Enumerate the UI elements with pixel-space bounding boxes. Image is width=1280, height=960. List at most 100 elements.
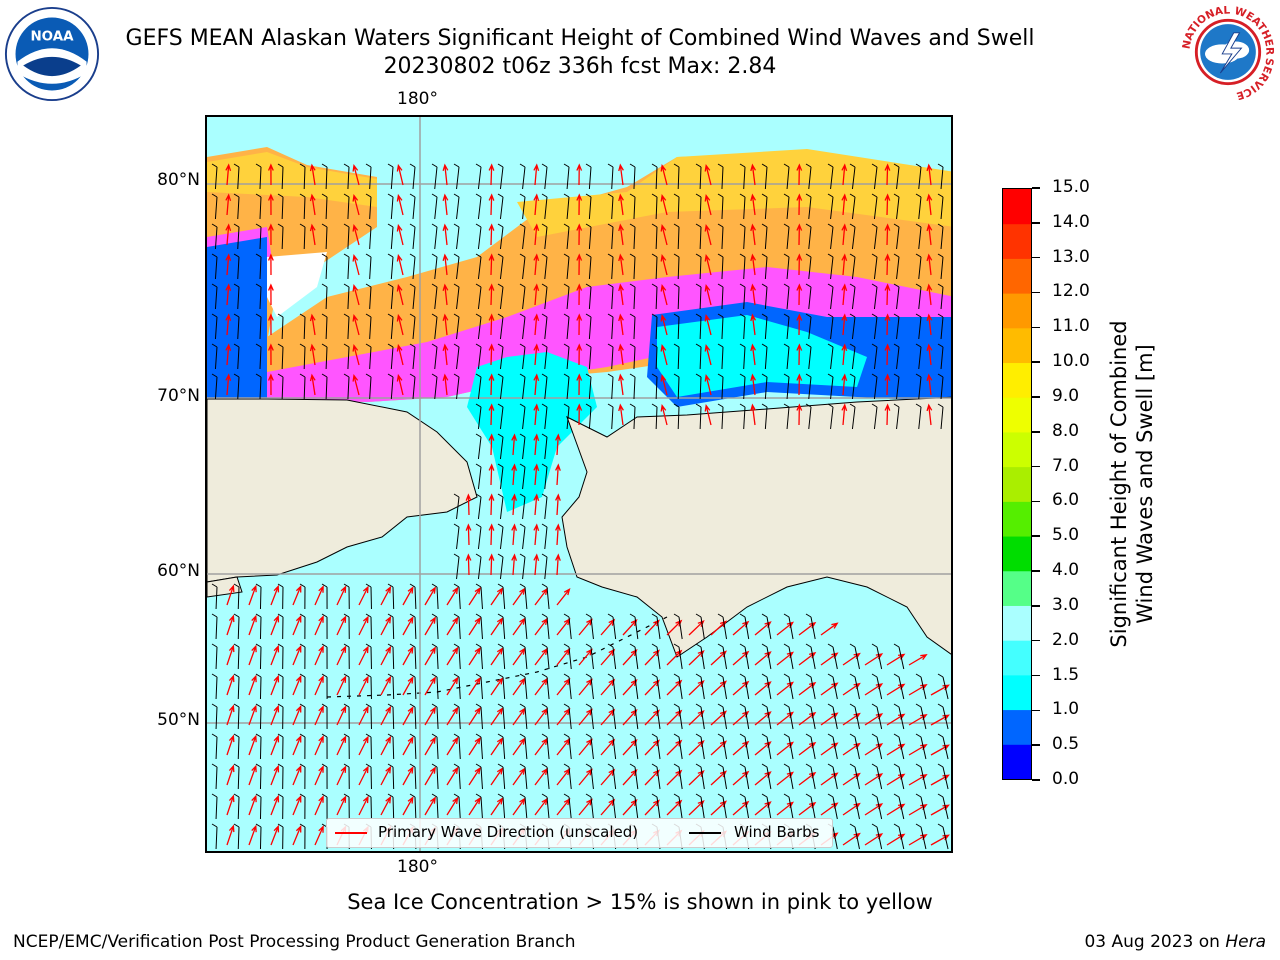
wind-barb	[453, 613, 461, 640]
wind-barb	[409, 733, 417, 760]
wind-barb	[519, 343, 526, 370]
wave-direction-arrow	[490, 707, 504, 726]
wave-direction-arrow	[402, 706, 414, 726]
colorbar-tick-mark	[1032, 396, 1040, 398]
wind-barb	[431, 193, 438, 220]
wave-direction-arrow	[402, 646, 414, 666]
colorbar-tick-mark	[1032, 674, 1040, 677]
colorbar-tick-mark	[1032, 570, 1040, 572]
wind-barb	[673, 703, 683, 730]
wave-direction-arrow	[465, 493, 472, 516]
wind-barb	[563, 163, 570, 190]
wind-barb	[475, 403, 482, 430]
wind-barb	[937, 163, 944, 190]
wave-direction-arrow	[267, 283, 274, 306]
wind-barb	[563, 733, 572, 760]
wind-barb	[915, 163, 922, 190]
wave-direction-arrow	[533, 523, 540, 546]
wave-direction-arrow	[226, 794, 235, 816]
wave-direction-arrow	[841, 223, 848, 246]
wave-direction-arrow	[336, 795, 347, 816]
wind-barb	[365, 283, 372, 310]
wind-barb	[343, 373, 350, 400]
wind-barb	[827, 793, 838, 820]
wave-direction-arrow	[750, 373, 757, 396]
wind-barb	[827, 313, 834, 340]
wave-direction-arrow	[292, 614, 302, 636]
wind-barb	[519, 283, 526, 310]
wind-barb	[629, 403, 636, 430]
wind-barb	[387, 673, 395, 700]
wave-direction-arrow	[336, 615, 347, 636]
wind-barb	[277, 643, 284, 670]
wind-barb	[321, 613, 328, 640]
wind-barb	[695, 643, 705, 670]
wave-direction-arrow	[292, 764, 302, 786]
wave-direction-arrow	[424, 586, 436, 606]
wind-barb	[607, 673, 617, 700]
wind-barb	[387, 583, 395, 610]
wind-barb	[453, 223, 460, 250]
wave-direction-arrow	[704, 193, 712, 216]
wind-barb	[827, 253, 834, 280]
wind-barb	[717, 223, 724, 250]
wind-barb	[871, 673, 883, 700]
wave-direction-arrow	[442, 373, 449, 396]
wind-barb	[321, 643, 328, 670]
wave-direction-arrow	[396, 313, 404, 336]
wind-barb	[827, 343, 834, 370]
land-siberia	[207, 398, 478, 583]
wind-barb	[519, 193, 526, 220]
wind-barb	[431, 343, 438, 370]
wind-barb	[673, 373, 680, 400]
wind-barb	[717, 703, 728, 730]
sea-ice-northwest-yellow	[207, 152, 377, 207]
wind-barb	[211, 373, 218, 400]
wave-direction-arrow	[267, 343, 274, 366]
wave-direction-arrow	[660, 193, 668, 216]
wave-direction-arrow	[600, 678, 616, 696]
wind-barb	[563, 253, 570, 280]
wave-direction-arrow	[309, 163, 316, 186]
wind-barb	[717, 673, 728, 700]
wind-barb	[673, 793, 683, 820]
wave-direction-arrow	[488, 553, 495, 576]
wave-direction-arrow	[533, 373, 540, 396]
wind-barb	[233, 253, 240, 280]
wind-barb	[497, 433, 504, 460]
wave-direction-arrow	[358, 765, 369, 786]
wind-barb	[871, 763, 883, 790]
wind-barb	[277, 193, 284, 220]
wave-direction-arrow	[533, 193, 540, 216]
wind-barb	[519, 733, 528, 760]
wave-direction-arrow	[352, 224, 360, 246]
wave-direction-arrow	[442, 313, 449, 336]
wind-barb	[695, 703, 705, 730]
wind-barb	[255, 193, 262, 220]
wind-barb	[431, 583, 439, 610]
wave-direction-arrow	[352, 344, 360, 366]
wind-barb	[783, 283, 790, 310]
wind-barb	[299, 823, 306, 850]
wind-barb	[541, 703, 550, 730]
wind-barb	[761, 193, 768, 220]
wind-barb	[585, 253, 592, 280]
colorbar-tick-mark	[1032, 361, 1040, 363]
wind-barb	[629, 673, 639, 700]
wave-direction-arrow	[226, 824, 235, 846]
wave-direction-arrow	[488, 313, 495, 336]
wind-barb	[783, 163, 790, 190]
wind-barb	[277, 373, 284, 400]
wind-barb	[651, 193, 658, 220]
wave-direction-arrow	[576, 283, 583, 306]
wave-direction-arrow	[424, 616, 436, 636]
wind-barb	[783, 253, 790, 280]
wind-barb	[211, 643, 218, 670]
wind-barb	[673, 673, 683, 700]
wave-direction-arrow	[468, 616, 481, 636]
lon-label-bottom: 180°	[397, 857, 438, 877]
colorbar-tick-mark	[1032, 187, 1040, 189]
wind-barb	[211, 703, 218, 730]
map-legend: Primary Wave Direction (unscaled) Wind B…	[326, 818, 833, 848]
wave-direction-arrow	[225, 313, 232, 336]
